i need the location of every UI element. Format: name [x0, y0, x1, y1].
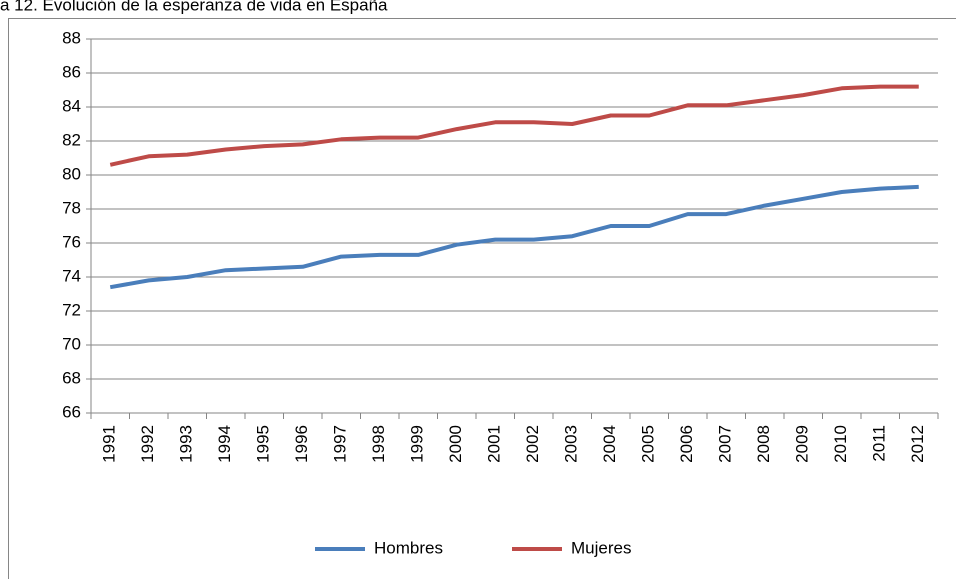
- x-tick-label: 1996: [292, 425, 311, 463]
- x-tick-label: 1999: [408, 425, 427, 463]
- legend-label: Hombres: [374, 538, 443, 557]
- y-tick-label: 74: [62, 266, 81, 285]
- x-tick-label: 2004: [600, 425, 619, 463]
- y-tick-label: 66: [62, 402, 81, 421]
- y-tick-label: 80: [62, 164, 81, 183]
- x-tick-label: 1995: [254, 425, 273, 463]
- y-tick-label: 76: [62, 232, 81, 251]
- x-tick-label: 2001: [485, 425, 504, 463]
- legend-label: Mujeres: [571, 538, 631, 557]
- y-tick-label: 68: [62, 368, 81, 387]
- x-tick-label: 1991: [100, 425, 119, 463]
- x-tick-label: 2009: [793, 425, 812, 463]
- x-tick-label: 2007: [716, 425, 735, 463]
- y-tick-label: 88: [62, 28, 81, 47]
- x-tick-label: 2010: [831, 425, 850, 463]
- chart-frame: [8, 18, 956, 579]
- x-tick-label: 2000: [446, 425, 465, 463]
- y-tick-label: 78: [62, 198, 81, 217]
- x-tick-label: 2002: [523, 425, 542, 463]
- x-tick-label: 2012: [908, 425, 927, 463]
- y-tick-label: 72: [62, 300, 81, 319]
- x-tick-label: 1994: [215, 425, 234, 463]
- x-tick-label: 2011: [870, 425, 889, 462]
- y-tick-label: 86: [62, 62, 81, 81]
- y-tick-label: 82: [62, 130, 81, 149]
- series-line: [109, 184, 919, 290]
- x-tick-label: 2003: [562, 425, 581, 463]
- x-tick-label: 2005: [639, 425, 658, 463]
- y-tick-label: 70: [62, 334, 81, 353]
- x-tick-label: 1997: [331, 425, 350, 463]
- chart-title: a 12. Evolución de la esperanza de vida …: [0, 0, 388, 14]
- x-tick-label: 2006: [677, 425, 696, 463]
- x-tick-label: 1993: [177, 425, 196, 463]
- x-tick-label: 1998: [369, 425, 388, 463]
- x-tick-label: 2008: [754, 425, 773, 463]
- x-tick-label: 1992: [138, 425, 157, 463]
- series-line: [109, 84, 919, 167]
- y-tick-label: 84: [62, 96, 81, 115]
